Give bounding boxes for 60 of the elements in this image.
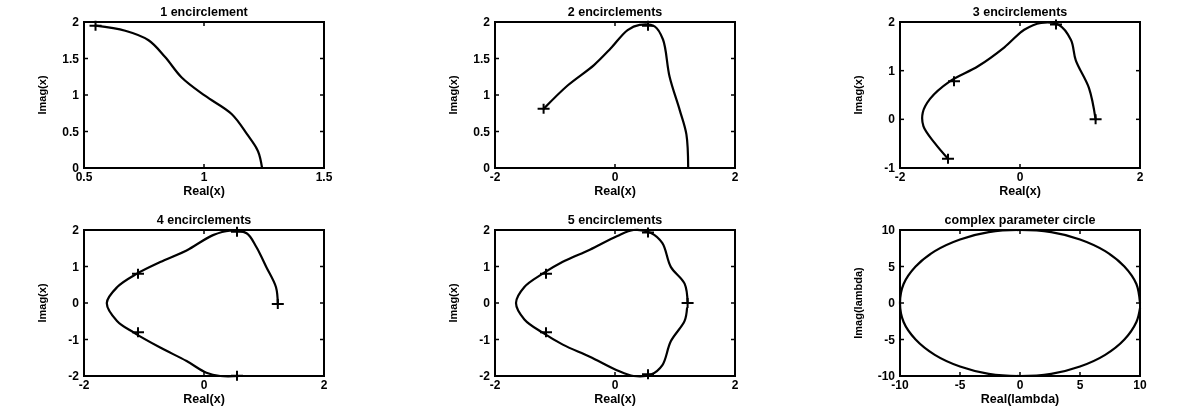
- x-axis-title: Real(lambda): [980, 392, 1060, 406]
- y-axis-title: Imag(x): [447, 75, 459, 115]
- y-tick-label: 1: [483, 88, 491, 102]
- chart-title: 4 encirclements: [156, 213, 252, 227]
- y-tick-label: 2: [888, 15, 896, 29]
- y-axis-title: Imag(x): [447, 283, 459, 323]
- y-tick-label: -1: [479, 332, 491, 347]
- y-tick-label: 1: [888, 63, 896, 78]
- x-tick-label: -5: [954, 378, 966, 392]
- y-tick-label: 0.5: [62, 124, 80, 139]
- x-tick-label: 2: [1136, 170, 1144, 184]
- y-axis-title: Imag(x): [36, 75, 48, 115]
- y-tick-label: -10: [877, 369, 896, 383]
- y-tick-label: 0: [888, 112, 896, 127]
- y-tick-label: 0: [483, 161, 491, 175]
- y-tick-label: 2: [483, 15, 491, 29]
- y-tick-label: 1: [72, 259, 80, 274]
- x-tick-label: 1.5: [315, 170, 333, 184]
- y-tick-label: 0.5: [473, 124, 491, 139]
- x-tick-label: 2: [731, 170, 739, 184]
- y-axis-title: Imag(lambda): [852, 266, 864, 339]
- x-tick-label: 0: [1016, 378, 1024, 392]
- chart-title: 1 encirclement: [160, 5, 249, 19]
- x-axis-title: Real(x): [183, 392, 225, 406]
- x-axis-title: Real(x): [999, 184, 1041, 198]
- y-axis-title: Imag(x): [36, 283, 48, 323]
- y-tick-label: 2: [72, 15, 80, 29]
- chart-title: 3 encirclements: [972, 5, 1068, 19]
- y-tick-label: 1: [72, 88, 80, 102]
- y-tick-label: -1: [884, 161, 896, 175]
- x-axis-title: Real(x): [594, 392, 636, 406]
- chart-title: 2 encirclements: [567, 5, 663, 19]
- y-tick-label: 1.5: [62, 51, 80, 66]
- y-tick-label: 0: [72, 296, 80, 310]
- x-tick-label: 2: [731, 378, 739, 392]
- x-axis-title: Real(x): [183, 184, 225, 198]
- y-tick-label: 0: [888, 296, 896, 310]
- y-tick-label: -2: [479, 369, 491, 383]
- x-tick-label: 2: [320, 378, 328, 392]
- y-tick-label: 0: [483, 296, 491, 310]
- x-tick-label: 0: [1016, 170, 1024, 184]
- y-tick-label: 1.5: [473, 51, 491, 66]
- y-tick-label: -5: [884, 332, 896, 347]
- x-tick-label: 1: [200, 170, 208, 184]
- x-tick-label: 0: [611, 170, 619, 184]
- y-tick-label: -1: [68, 332, 80, 347]
- y-tick-label: 5: [888, 259, 896, 274]
- y-tick-label: 1: [483, 259, 491, 274]
- x-tick-label: 5: [1076, 378, 1084, 392]
- x-tick-label: 0: [611, 378, 619, 392]
- chart-title: complex parameter circle: [944, 213, 1096, 227]
- y-axis-title: Imag(x): [852, 75, 864, 115]
- y-tick-label: 10: [881, 223, 896, 237]
- chart-title: 5 encirclements: [567, 213, 663, 227]
- y-tick-label: 2: [483, 223, 491, 237]
- y-tick-label: -2: [68, 369, 80, 383]
- x-tick-label: 10: [1133, 378, 1147, 392]
- x-tick-label: 0: [200, 378, 208, 392]
- x-axis-title: Real(x): [594, 184, 636, 198]
- y-tick-label: 2: [72, 223, 80, 237]
